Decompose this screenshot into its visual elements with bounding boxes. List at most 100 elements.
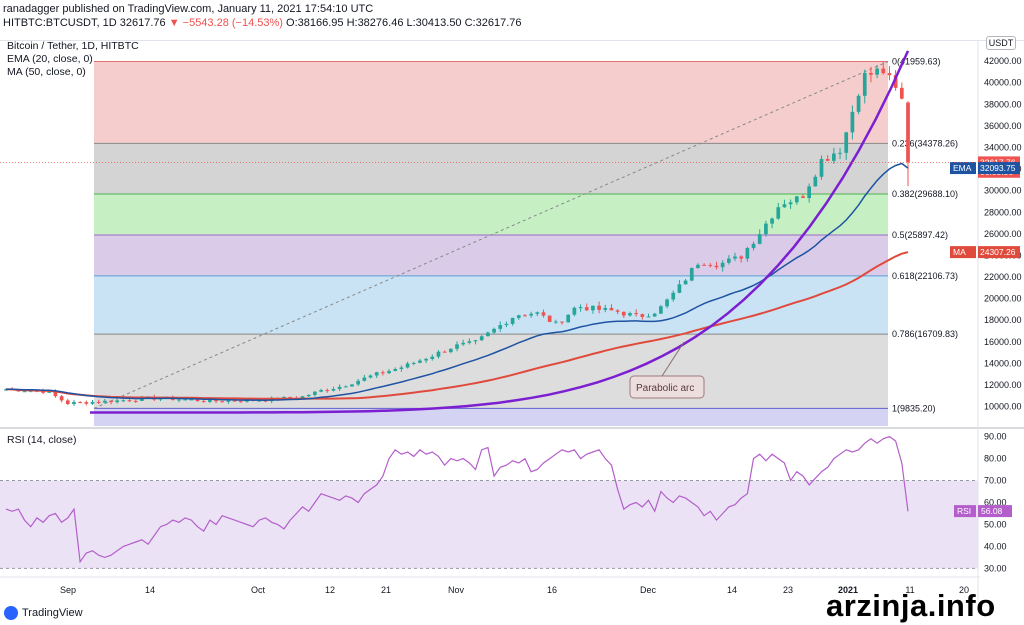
candle-body bbox=[683, 280, 688, 285]
candle-body bbox=[899, 87, 904, 99]
fib-label-6: 1(9835.20) bbox=[892, 403, 936, 413]
candle-body bbox=[665, 299, 669, 307]
candle-body bbox=[819, 159, 824, 177]
axis-tag-ema bbox=[950, 162, 976, 175]
candle-body bbox=[541, 312, 546, 316]
candle-body bbox=[560, 321, 564, 323]
candle-body bbox=[881, 68, 886, 74]
rsi-tick-label: 50.00 bbox=[984, 519, 1007, 529]
axis-value-text-ma: 24307.26 bbox=[980, 247, 1016, 257]
candle-body bbox=[850, 111, 855, 133]
legend-ma[interactable]: MA (50, close, 0) bbox=[7, 66, 86, 78]
candle-body bbox=[350, 384, 354, 387]
fib-label-2: 0.382(29688.10) bbox=[892, 189, 958, 199]
candle-body bbox=[72, 402, 76, 405]
candle-body bbox=[41, 390, 45, 393]
annotation-pointer bbox=[661, 341, 685, 377]
candle-body bbox=[615, 310, 620, 312]
candle-body bbox=[609, 307, 614, 311]
candle-body bbox=[115, 400, 120, 403]
price-tick-label: 14000.00 bbox=[984, 358, 1022, 368]
candle-body bbox=[745, 248, 750, 259]
candle-body bbox=[733, 256, 737, 259]
fib-zone-1 bbox=[94, 143, 888, 195]
candle-body bbox=[597, 305, 601, 310]
candle-body bbox=[300, 396, 305, 399]
candle-body bbox=[523, 315, 527, 317]
candle-body bbox=[788, 202, 793, 205]
rsi-legend[interactable]: RSI (14, close) bbox=[7, 434, 77, 446]
price-tick-label: 10000.00 bbox=[984, 402, 1022, 412]
fib-label-3: 0.5(25897.42) bbox=[892, 230, 948, 240]
candle-body bbox=[720, 262, 725, 268]
candle-body bbox=[399, 367, 404, 369]
candle-body bbox=[553, 321, 558, 323]
candle-body bbox=[226, 400, 231, 402]
candle-body bbox=[436, 351, 441, 357]
fib-zone-3 bbox=[94, 234, 888, 276]
candle-body bbox=[764, 223, 768, 235]
candle-body bbox=[516, 315, 521, 318]
candle-body bbox=[566, 314, 571, 323]
candle-body bbox=[325, 390, 330, 392]
candle-body bbox=[702, 264, 706, 266]
candle-body bbox=[887, 73, 892, 76]
currency-badge[interactable]: USDT bbox=[986, 36, 1016, 50]
candle-body bbox=[362, 377, 367, 381]
chart-header: ranadagger published on TradingView.com,… bbox=[0, 0, 1024, 41]
ma-line bbox=[5, 251, 909, 400]
candle-body bbox=[739, 256, 744, 259]
tradingview-brand[interactable]: TradingView bbox=[4, 606, 83, 620]
axis-tag-text-ma: MA bbox=[953, 247, 966, 257]
candle-body bbox=[547, 315, 552, 322]
candle-body bbox=[591, 305, 595, 311]
axis-value-ema bbox=[978, 162, 1020, 175]
candle-body bbox=[461, 342, 466, 345]
time-tick-label: Nov bbox=[448, 585, 465, 595]
candle-body bbox=[714, 265, 719, 268]
candle-body bbox=[177, 399, 181, 401]
symbol[interactable]: HITBTC:BTCUSDT, 1D bbox=[3, 17, 117, 29]
candle-body bbox=[486, 332, 490, 337]
candle-body bbox=[801, 196, 805, 199]
candle-body bbox=[78, 402, 82, 404]
legend-ema[interactable]: EMA (20, close, 0) bbox=[7, 53, 93, 65]
candle-body bbox=[337, 386, 342, 389]
candle-body bbox=[862, 72, 867, 96]
candle-body bbox=[807, 186, 812, 199]
price-tick-label: 30000.00 bbox=[984, 186, 1022, 196]
candle-body bbox=[832, 153, 836, 161]
candle-body bbox=[368, 375, 373, 378]
candle-body bbox=[90, 401, 95, 404]
candle-body bbox=[646, 316, 651, 318]
candle-body bbox=[288, 396, 293, 398]
candle-body bbox=[455, 344, 459, 349]
candle-body bbox=[504, 323, 509, 326]
candle-body bbox=[652, 313, 657, 317]
candle-body bbox=[584, 307, 589, 311]
fib-zone-4 bbox=[94, 275, 888, 335]
candle-body bbox=[906, 102, 910, 163]
candle-body bbox=[65, 400, 70, 405]
candle-body bbox=[479, 336, 484, 341]
rsi-tick-label: 90.00 bbox=[984, 432, 1007, 442]
candle-body bbox=[448, 348, 453, 353]
candle-body bbox=[47, 391, 52, 393]
rsi-tick-label: 70.00 bbox=[984, 476, 1007, 486]
time-tick-label: Dec bbox=[640, 585, 657, 595]
legend-title[interactable]: Bitcoin / Tether, 1D, HITBTC bbox=[7, 40, 139, 52]
candle-body bbox=[492, 328, 496, 333]
fib-trend-line bbox=[93, 61, 889, 409]
axis-value-text-ema: 32093.75 bbox=[980, 163, 1016, 173]
price-tick-label: 16000.00 bbox=[984, 337, 1022, 347]
candle-body bbox=[640, 314, 645, 317]
candle-body bbox=[214, 399, 218, 402]
annotation-label: Parabolic arc bbox=[636, 383, 694, 394]
time-tick-label: 11 bbox=[905, 585, 914, 595]
candle-body bbox=[844, 132, 849, 153]
candle-body bbox=[201, 401, 206, 403]
candle-body bbox=[121, 400, 126, 402]
fib-zone-0 bbox=[94, 61, 888, 144]
candle-body bbox=[343, 386, 348, 388]
